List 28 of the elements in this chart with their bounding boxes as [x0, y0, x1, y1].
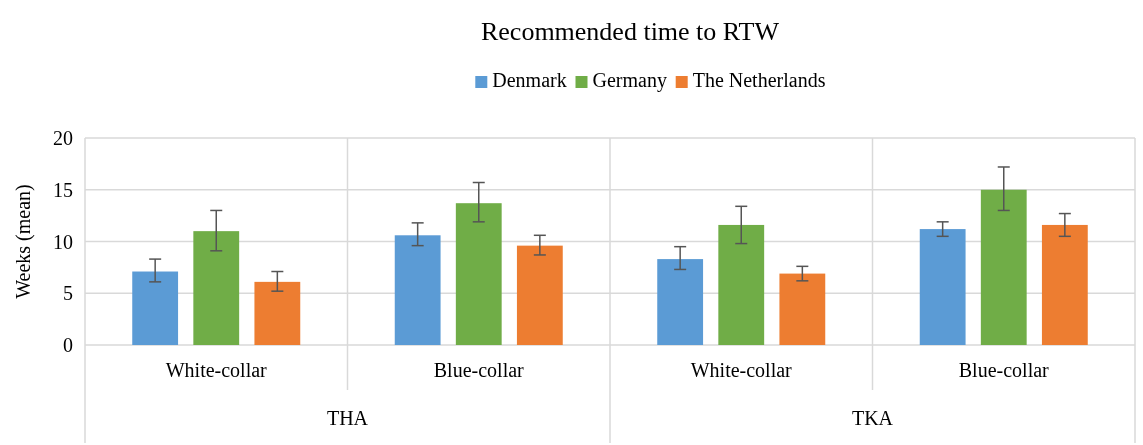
- bar: [1041, 224, 1088, 345]
- y-tick-label: 5: [63, 282, 73, 305]
- text: TKA: [851, 407, 894, 429]
- bar: [919, 229, 966, 345]
- x-tick-label: White-collar: [165, 359, 268, 381]
- bar: [718, 224, 765, 345]
- bar: [132, 271, 179, 345]
- y-tick-label: 10: [53, 230, 73, 253]
- bar: [779, 273, 826, 345]
- chart-title: Recommended time to RTW: [480, 17, 780, 46]
- legend-label: The Netherlands: [692, 69, 826, 91]
- bar: [980, 189, 1027, 345]
- legend-label: Germany: [592, 69, 667, 92]
- y-axis-title: Weeks (mean): [12, 184, 35, 299]
- bar: [455, 203, 502, 345]
- bar: [516, 245, 563, 345]
- x-tick-label: White-collar: [690, 359, 793, 381]
- text: THA: [326, 407, 369, 429]
- y-tick-label: 0: [63, 334, 73, 356]
- x-tick-label: Blue-collar: [958, 359, 1050, 381]
- x-tick-label: Blue-collar: [433, 359, 525, 381]
- y-tick-label: 20: [53, 127, 73, 149]
- y-tick-label: 15: [53, 178, 73, 201]
- bar: [394, 235, 441, 345]
- bar: [193, 231, 240, 345]
- legend-label: Denmark: [492, 69, 567, 91]
- bar: [657, 259, 704, 345]
- bar: [254, 281, 301, 345]
